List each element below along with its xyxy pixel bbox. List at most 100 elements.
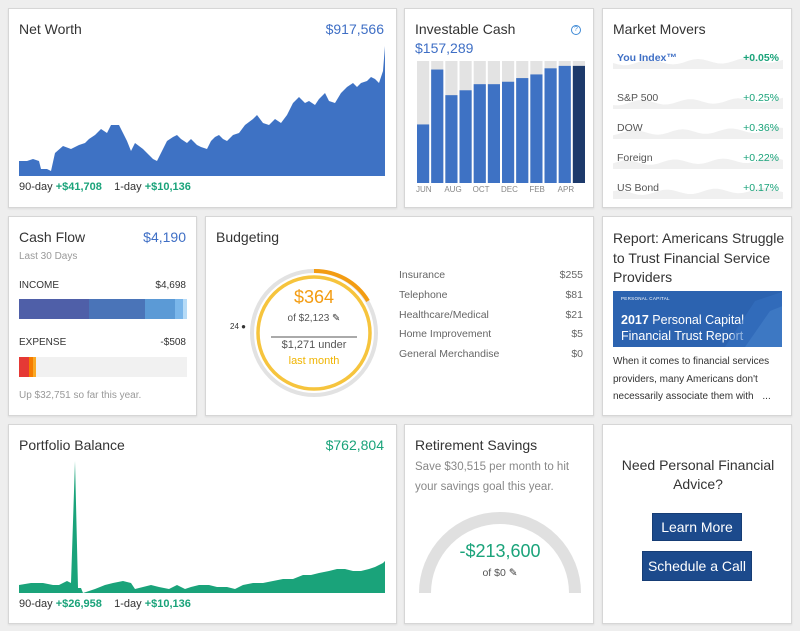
report-text: When it comes to financial services prov… xyxy=(613,356,771,402)
budget-category-label: General Merchandise xyxy=(399,348,500,361)
budgeting-title: Budgeting xyxy=(216,229,280,245)
month-tick-label: AUG xyxy=(444,185,462,194)
cash-bar[interactable] xyxy=(445,95,458,183)
market-mover-label: You Index™ xyxy=(617,52,677,64)
market-mover-row[interactable]: DOW +0.36% xyxy=(603,119,793,139)
cash-bar[interactable] xyxy=(530,74,543,183)
budget-category-label: Telephone xyxy=(399,288,448,301)
banner-line2: Financial Trust Report xyxy=(621,329,744,343)
banner-graphic xyxy=(725,292,782,347)
market-mover-label: Foreign xyxy=(617,152,653,164)
portfolio-1day-label: 1-day xyxy=(114,598,142,610)
market-mover-row[interactable]: You Index™ +0.05% xyxy=(603,49,793,69)
schedule-call-button[interactable]: Schedule a Call xyxy=(642,551,752,581)
banner-brand: PERSONAL CAPITAL xyxy=(621,296,670,301)
cash-bar[interactable] xyxy=(417,124,430,183)
sparkline xyxy=(613,187,783,199)
income-value: $4,698 xyxy=(155,280,186,291)
market-mover-label: DOW xyxy=(617,122,643,134)
budget-category-value: $5 xyxy=(571,328,583,341)
market-mover-row[interactable]: Foreign +0.22% xyxy=(603,149,793,169)
edit-pencil-icon[interactable]: ✎ xyxy=(332,313,341,324)
advice-card[interactable]: Need Personal Financial Advice? Learn Mo… xyxy=(602,424,792,624)
report-title[interactable]: Report: Americans Struggle to Trust Fina… xyxy=(613,230,785,285)
cash-bar[interactable] xyxy=(502,81,515,183)
budget-category-row[interactable]: Home Improvement $5 xyxy=(399,328,583,348)
market-movers-title: Market Movers xyxy=(613,21,706,37)
net-worth-90day-value: +$41,708 xyxy=(55,181,102,193)
budget-category-value: $21 xyxy=(565,308,583,321)
cash-bar[interactable] xyxy=(544,68,557,183)
month-tick-label: APR xyxy=(557,185,575,194)
portfolio-90day-label: 90-day xyxy=(19,598,53,610)
budget-category-list: Insurance $255 Telephone $81 Healthcare/Medi… xyxy=(399,269,583,368)
month-tick-label: OCT xyxy=(472,185,490,194)
cash-bar[interactable] xyxy=(431,69,444,183)
cash-bar[interactable] xyxy=(487,84,500,183)
portfolio-1day-value: +$10,136 xyxy=(144,598,191,610)
market-mover-value: +0.17% xyxy=(743,182,779,194)
budget-category-row[interactable]: Telephone $81 xyxy=(399,289,583,309)
expense-bar xyxy=(19,357,187,377)
market-mover-row[interactable]: US Bond +0.17% xyxy=(603,179,793,199)
market-movers-card[interactable]: Market Movers You Index™ +0.05% S&P 500 +0.… xyxy=(602,8,792,208)
market-mover-value: +0.25% xyxy=(743,92,779,104)
retirement-gauge xyxy=(419,512,581,593)
market-mover-value: +0.05% xyxy=(743,52,779,64)
net-worth-90day-label: 90-day xyxy=(19,181,53,193)
budget-category-label: Home Improvement xyxy=(399,328,492,341)
income-bar xyxy=(19,299,187,319)
help-icon[interactable]: ? xyxy=(571,25,581,35)
budget-spent: $364 xyxy=(293,287,335,307)
banner-line1: Personal Capital xyxy=(652,313,745,327)
cash-flow-title: Cash Flow xyxy=(19,229,86,245)
net-worth-1day-value: +$10,136 xyxy=(144,181,191,193)
cash-bar[interactable] xyxy=(558,65,571,183)
retirement-title: Retirement Savings xyxy=(415,437,538,453)
investable-cash-month-axis: JUN AUG OCT DEC FEB APR xyxy=(416,185,587,197)
edit-pencil-icon[interactable]: ✎ xyxy=(508,567,518,579)
banner-year: 2017 xyxy=(621,313,649,327)
net-worth-card[interactable]: Net Worth $917,566 90-day +$41,708 1-day… xyxy=(8,8,397,208)
budget-category-row[interactable]: General Merchandise $0 xyxy=(399,348,583,368)
market-mover-label: S&P 500 xyxy=(617,92,659,104)
cash-bar[interactable] xyxy=(516,78,529,183)
investable-cash-value: $157,289 xyxy=(415,40,474,56)
market-mover-value: +0.22% xyxy=(743,152,779,164)
net-worth-1day-label: 1-day xyxy=(114,181,142,193)
cash-bar[interactable] xyxy=(473,84,486,183)
learn-more-button[interactable]: Learn More xyxy=(652,513,742,541)
retirement-savings-card[interactable]: Retirement Savings Save $30,515 per mont… xyxy=(404,424,594,624)
market-mover-value: +0.36% xyxy=(743,122,779,134)
net-worth-chart xyxy=(19,46,385,176)
portfolio-footer: 90-day +$26,958 1-day +$10,136 xyxy=(19,598,191,610)
retirement-value: -$213,600 xyxy=(459,541,541,561)
cash-bar[interactable] xyxy=(459,90,472,183)
cash-bar[interactable] xyxy=(572,65,585,183)
budget-category-label: Healthcare/Medical xyxy=(399,308,489,321)
market-mover-row[interactable]: S&P 500 +0.25% xyxy=(603,89,793,109)
read-more-ellipsis[interactable]: ... xyxy=(762,391,771,402)
sparkline xyxy=(613,157,783,169)
month-tick-label: JUN xyxy=(416,185,432,194)
cash-flow-footer: Up $32,751 so far this year. xyxy=(19,390,142,401)
budget-category-value: $81 xyxy=(565,288,583,301)
sparkline xyxy=(613,127,783,139)
investable-cash-card[interactable]: Investable Cash ? $157,289 JUN AUG OCT DEC F… xyxy=(404,8,594,208)
budget-category-row[interactable]: Healthcare/Medical $21 xyxy=(399,309,583,329)
budget-category-row[interactable]: Insurance $255 xyxy=(399,269,583,289)
portfolio-90day-value: +$26,958 xyxy=(55,598,102,610)
portfolio-balance-card[interactable]: Portfolio Balance $762,804 90-day +$26,9… xyxy=(8,424,397,624)
budget-category-label: Insurance xyxy=(399,269,446,281)
report-banner[interactable]: PERSONAL CAPITAL 2017 Personal Capital F… xyxy=(613,291,782,347)
cash-flow-subtitle: Last 30 Days xyxy=(19,251,78,262)
budgeting-card[interactable]: Budgeting 24 ● $364 of $2,123 ✎ $1,271 u… xyxy=(205,216,594,416)
portfolio-balance-chart xyxy=(19,461,385,593)
cash-flow-card[interactable]: Cash Flow $4,190 Last 30 Days INCOME $4,… xyxy=(8,216,197,416)
report-card[interactable]: Report: Americans Struggle to Trust Fina… xyxy=(602,216,792,416)
investable-cash-title: Investable Cash xyxy=(415,21,516,37)
month-tick-label: FEB xyxy=(529,185,545,194)
net-worth-footer: 90-day +$41,708 1-day +$10,136 xyxy=(19,181,191,193)
budget-period: last month xyxy=(288,355,340,367)
market-mover-label: US Bond xyxy=(617,182,660,194)
